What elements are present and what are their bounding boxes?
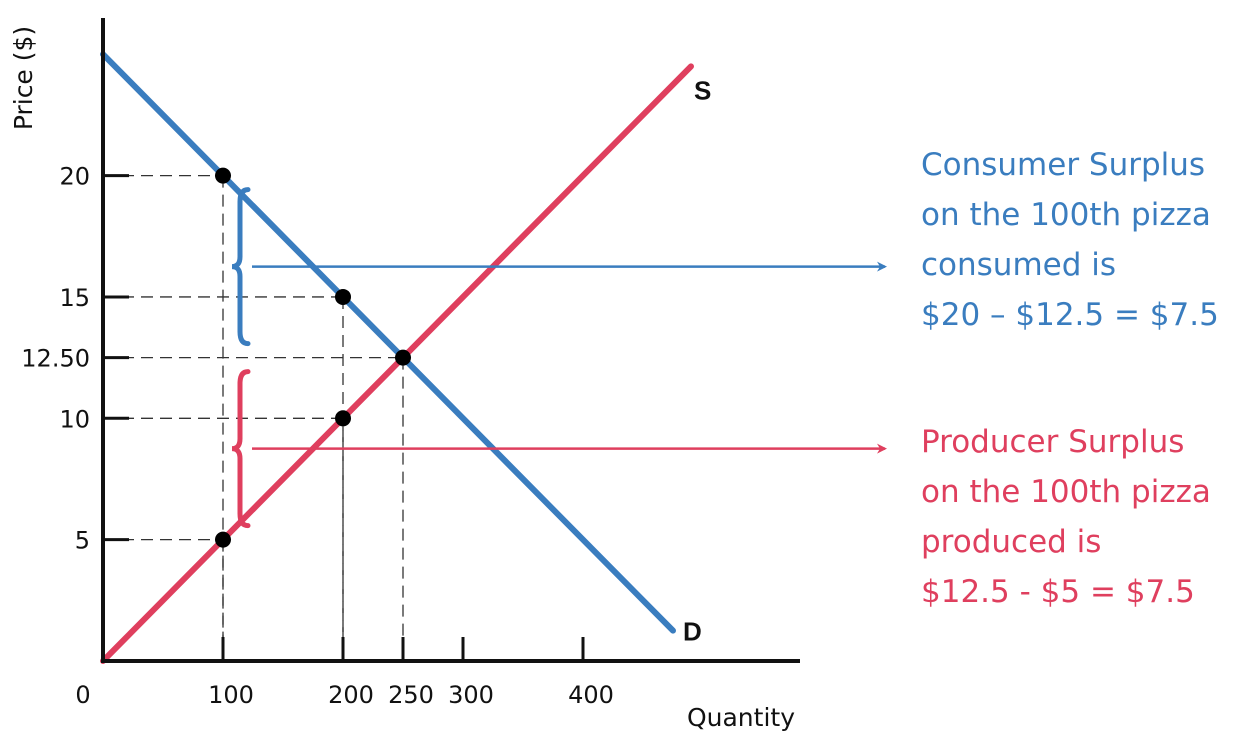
y-tick-label: 20: [59, 163, 90, 191]
producer-surplus-note-line: $12.5 - $5 = $7.5: [921, 574, 1195, 610]
x-origin-label: 0: [75, 681, 90, 709]
x-tick-label: 250: [388, 681, 434, 709]
y-tick-label: 5: [75, 527, 90, 555]
x-tick-label: 100: [208, 681, 254, 709]
y-tick-label: 15: [59, 284, 90, 312]
x-axis-label: Quantity: [687, 703, 795, 732]
consumer-surplus-note-line: consumed is: [921, 247, 1117, 283]
demand-curve: [100, 51, 676, 634]
y-tick-label: 12.50: [21, 345, 90, 373]
supply-curve-label: S: [694, 75, 711, 105]
data-point: [335, 410, 351, 427]
producer-surplus-bracket: [231, 369, 251, 529]
data-point: [215, 531, 231, 548]
x-tick-label: 200: [328, 681, 374, 709]
consumer-surplus-note-line: on the 100th pizza: [921, 197, 1211, 233]
x-tick-label: 300: [448, 681, 494, 709]
x-tick-label: 400: [568, 681, 614, 709]
data-point: [395, 349, 411, 366]
data-point: [335, 288, 351, 305]
producer-surplus-note-line: on the 100th pizza: [921, 474, 1211, 510]
consumer-surplus-note: Consumer Surplus on the 100th pizza consum…: [921, 140, 1250, 340]
y-tick-label: 10: [59, 405, 90, 433]
producer-surplus-note-line: Producer Surplus: [921, 424, 1185, 460]
consumer-surplus-note-line: $20 – $12.5 = $7.5: [921, 297, 1219, 333]
producer-surplus-note-line: produced is: [921, 524, 1102, 560]
consumer-surplus-note-line: Consumer Surplus: [921, 147, 1206, 183]
y-axis-label: Price ($): [9, 26, 38, 130]
producer-surplus-note: Producer Surplus on the 100th pizza produc…: [921, 417, 1250, 617]
supply-curve: [100, 63, 694, 664]
data-point: [215, 167, 231, 184]
demand-curve-label: D: [683, 617, 702, 647]
consumer-surplus-bracket: [231, 187, 251, 347]
